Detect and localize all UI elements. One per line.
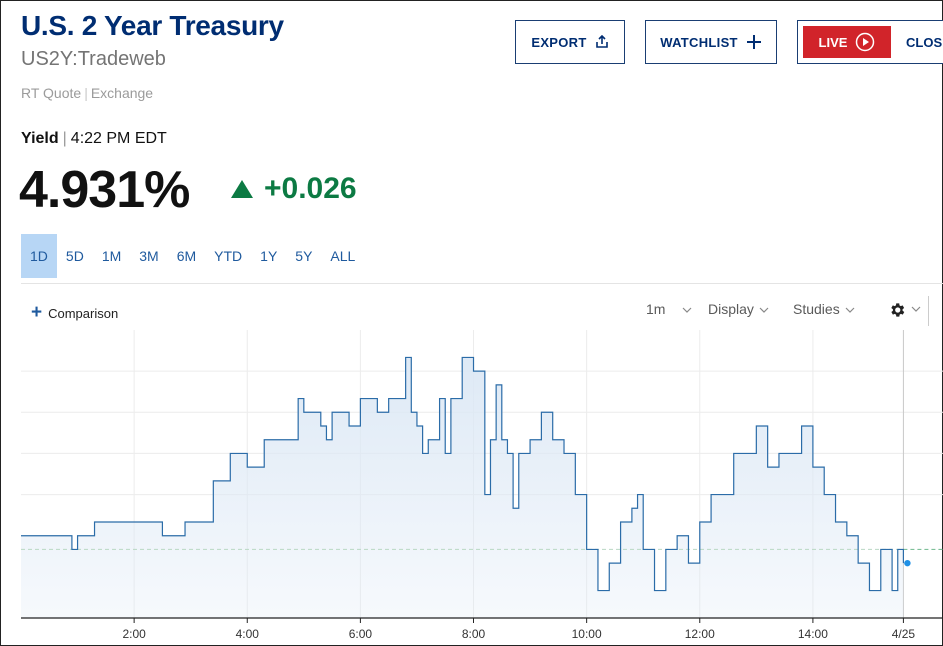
x-tick-label: 12:00 <box>685 627 715 641</box>
x-tick-label: 4/25 <box>892 627 916 641</box>
studies-label: Studies <box>793 301 840 317</box>
last-point-marker <box>904 559 911 567</box>
comparison-button[interactable]: + Comparison <box>31 302 118 324</box>
plus-icon: + <box>31 302 43 323</box>
range-tab-1m[interactable]: 1M <box>101 248 122 264</box>
comparison-label: Comparison <box>48 305 119 321</box>
watchlist-label: WATCHLIST <box>660 34 738 50</box>
yield-label: Yield <box>21 130 59 147</box>
x-tick-label: 6:00 <box>349 627 373 641</box>
chevron-down-icon <box>683 307 692 313</box>
x-tick-label: 14:00 <box>798 627 828 641</box>
chevron-down-icon <box>759 307 769 313</box>
chevron-down-icon <box>845 307 855 313</box>
time-range-tabs: 1D 5D 1M 3M 6M YTD 1Y 5Y ALL <box>21 234 364 278</box>
x-tick-label: 2:00 <box>122 627 146 641</box>
separator: | <box>84 85 88 101</box>
display-dropdown[interactable]: Display <box>708 301 770 317</box>
series-line <box>21 356 905 592</box>
x-tick-label: 8:00 <box>462 627 486 641</box>
range-tab-1y[interactable]: 1Y <box>260 248 278 264</box>
interval-dropdown[interactable]: 1m <box>646 301 693 317</box>
play-circle-icon <box>856 32 875 52</box>
close-button[interactable]: CLOSE <box>906 35 943 50</box>
quote-time: 4:22 PM EDT <box>70 130 167 147</box>
watchlist-button[interactable]: WATCHLIST <box>645 20 777 64</box>
ticker-symbol: US2Y:Tradeweb <box>21 48 166 70</box>
live-close-toggle: LIVE CLOSE <box>797 20 943 64</box>
range-tab-ytd[interactable]: YTD <box>214 248 243 264</box>
live-label: LIVE <box>818 34 848 50</box>
last-price: 4.931% <box>19 161 190 219</box>
quote-type: RT Quote <box>21 85 82 101</box>
quote-source: RT Quote | Exchange <box>21 85 153 101</box>
area-fill <box>21 357 904 618</box>
quote-exchange: Exchange <box>90 85 154 101</box>
x-tick-label: 10:00 <box>572 627 602 641</box>
change-value: +0.026 <box>264 172 357 205</box>
display-label: Display <box>708 301 754 317</box>
export-button[interactable]: EXPORT <box>515 20 625 64</box>
range-tab-6m[interactable]: 6M <box>176 248 197 264</box>
plus-icon <box>746 35 761 49</box>
divider <box>21 283 943 284</box>
range-tab-5y[interactable]: 5Y <box>295 248 313 264</box>
settings-dropdown[interactable] <box>884 298 922 319</box>
studies-dropdown[interactable]: Studies <box>793 301 856 317</box>
quote-timestamp: Yield | 4:22 PM EDT <box>21 130 167 148</box>
export-label: EXPORT <box>531 34 587 50</box>
up-arrow-icon <box>231 180 253 198</box>
yield-chart[interactable]: 2:00 4:00 6:00 8:00 10:00 12:00 14:00 4/25 <box>0 330 943 646</box>
price-change: +0.026 <box>230 172 357 206</box>
chevron-down-icon <box>911 306 921 312</box>
interval-label: 1m <box>646 301 666 317</box>
range-tab-all[interactable]: ALL <box>330 248 356 264</box>
gear-icon <box>891 303 905 317</box>
range-tab-5d[interactable]: 5D <box>65 248 84 264</box>
x-tick-label: 4:00 <box>236 627 260 641</box>
range-tab-3m[interactable]: 3M <box>139 248 159 264</box>
share-icon <box>595 35 608 48</box>
live-button[interactable]: LIVE <box>803 26 891 58</box>
page-title: U.S. 2 Year Treasury <box>21 10 284 41</box>
range-tab-1d[interactable]: 1D <box>21 234 57 278</box>
separator: | <box>62 130 67 147</box>
toolbar-separator <box>928 296 929 326</box>
